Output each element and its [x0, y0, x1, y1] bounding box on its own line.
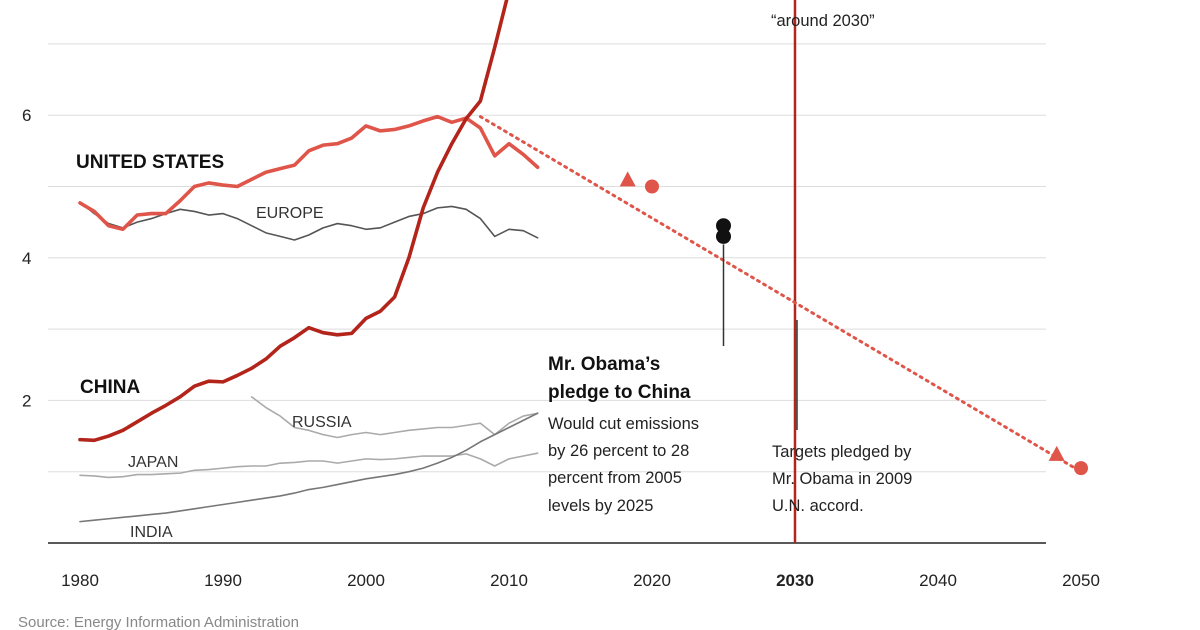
annotation-targets-1: Targets pledged by	[772, 443, 912, 461]
series-line-japan	[79, 452, 539, 479]
series-line-europe	[79, 201, 539, 241]
y-tick-label-4: 4	[22, 249, 31, 268]
label-china: CHINA	[80, 377, 140, 398]
label-india: INDIA	[130, 524, 173, 541]
projection-path	[478, 115, 1088, 476]
x-tick-label-2000: 2000	[347, 571, 385, 590]
annotation-obama-title-2: pledge to China	[548, 382, 691, 403]
gridlines	[48, 43, 1046, 473]
projection-circle-1	[645, 179, 659, 194]
y-tick-labels: 2 4 6	[22, 106, 31, 410]
pledge-point-2	[716, 228, 731, 244]
x-tick-label-1980: 1980	[61, 571, 99, 590]
projection-triangle-1	[619, 171, 636, 187]
y-tick-label-2: 2	[22, 391, 31, 410]
annotation-targets-3: U.N. accord.	[772, 497, 864, 515]
projection-circle-2	[1074, 461, 1088, 476]
x-tick-label-2030: 2030	[776, 571, 814, 590]
x-tick-labels: 1980 1990 2000 2010 2020 2030 2040 2050	[61, 571, 1100, 590]
y-tick-label-6: 6	[22, 106, 31, 125]
label-europe: EUROPE	[256, 205, 324, 222]
pledge-points	[716, 218, 731, 244]
series-line-india	[79, 412, 539, 523]
x-tick-label-2040: 2040	[919, 571, 957, 590]
annotation-obama-body-1: Would cut emissions	[548, 415, 699, 433]
annotation-around-2030: “around 2030”	[771, 12, 875, 30]
series-line-china	[78, 0, 509, 443]
pledge-point-1	[716, 218, 731, 234]
x-tick-label-2010: 2010	[490, 571, 528, 590]
x-tick-label-2050: 2050	[1062, 571, 1100, 590]
x-tick-label-1990: 1990	[204, 571, 242, 590]
annotation-obama-body-2: by 26 percent to 28	[548, 442, 689, 460]
projection-dotted-line	[478, 115, 1083, 474]
series-line-russia	[250, 396, 539, 439]
annotation-obama-title-1: Mr. Obama’s	[548, 354, 660, 375]
annotation-leader-lines	[722, 244, 798, 430]
annotation-targets-2: Mr. Obama in 2009	[772, 470, 912, 488]
label-japan: JAPAN	[128, 454, 178, 471]
series-lines	[78, 0, 540, 523]
series-line-united-states	[78, 114, 540, 232]
source-note: Source: Energy Information Administratio…	[18, 614, 299, 630]
projection-triangle-2	[1048, 445, 1065, 461]
annotation-obama-body-4: levels by 2025	[548, 497, 654, 515]
x-tick-label-2020: 2020	[633, 571, 671, 590]
label-united-states: UNITED STATES	[76, 152, 224, 173]
label-russia: RUSSIA	[292, 414, 352, 431]
annotation-obama-body-3: percent from 2005	[548, 469, 682, 487]
